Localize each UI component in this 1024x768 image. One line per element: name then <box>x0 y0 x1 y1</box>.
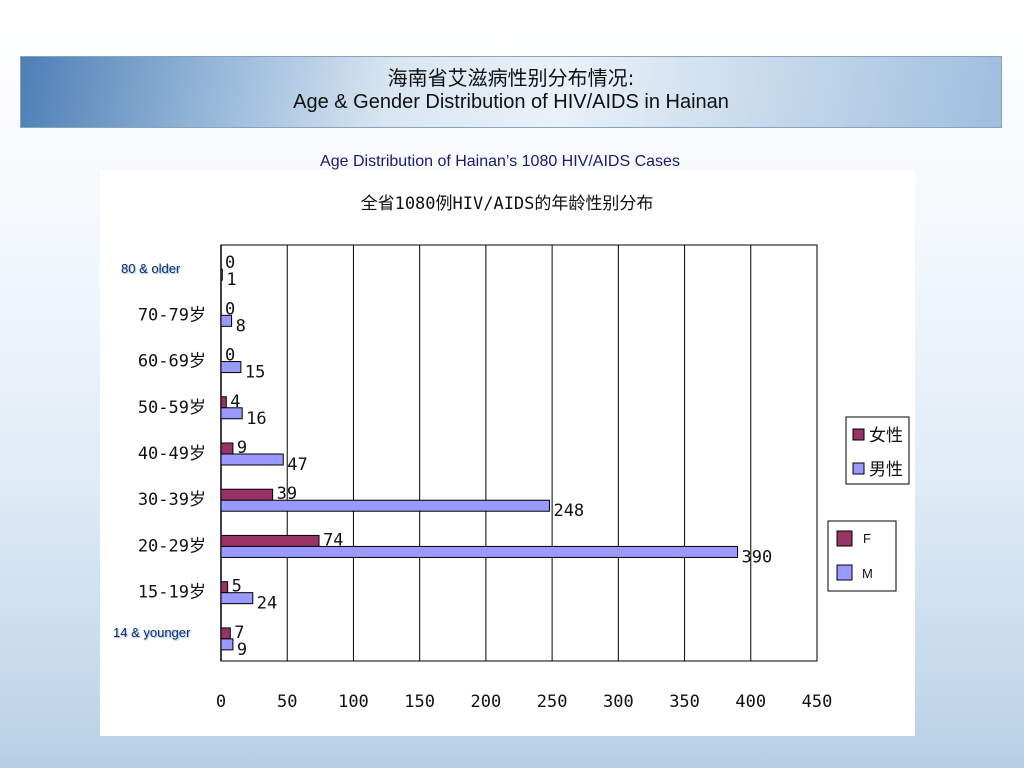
x-tick-label-50: 50 <box>277 692 297 712</box>
y-tick-label-5: 30-39岁 <box>138 490 206 510</box>
bar-male-4 <box>220 453 284 466</box>
bar-male-3 <box>220 407 243 420</box>
legend-en-swatch-f <box>836 530 853 547</box>
bar-male-0 <box>220 268 223 281</box>
data-label-female-5: 39 <box>277 484 297 504</box>
y-tick-label-2: 60-69岁 <box>138 352 206 372</box>
legend-cn-swatch-female <box>852 428 865 441</box>
data-label-female-6: 74 <box>323 530 343 550</box>
x-tick-label-100: 100 <box>338 692 369 712</box>
legend-en-swatch-m <box>836 564 853 581</box>
data-label-male-8: 9 <box>237 640 247 660</box>
data-label-female-2: 0 <box>225 346 235 366</box>
bar-male-6 <box>220 545 739 558</box>
x-tick-label-300: 300 <box>603 692 634 712</box>
data-label-male-2: 15 <box>245 363 265 383</box>
plot-frame <box>220 244 818 662</box>
bar-female-5 <box>220 488 274 501</box>
age-label-80-older: 80 & older <box>121 261 181 276</box>
bar-male-7 <box>220 592 254 605</box>
bar-female-8 <box>220 627 231 640</box>
chart-panel: 全省1080例HIV/AIDS的年龄性别分布 0 50 100 150 200 250 300… <box>100 170 915 736</box>
data-label-female-4: 9 <box>237 438 247 458</box>
chart-title: 全省1080例HIV/AIDS的年龄性别分布 <box>361 194 654 214</box>
y-tick-label-7: 15-19岁 <box>138 583 206 603</box>
x-tick-label-150: 150 <box>404 692 435 712</box>
data-label-male-3: 16 <box>246 409 266 429</box>
slide-subtitle: Age Distribution of Hainan’s 1080 HIV/AI… <box>320 153 680 170</box>
y-tick-label-4: 40-49岁 <box>138 444 206 464</box>
bar-female-7 <box>220 581 229 594</box>
bar-male-8 <box>220 638 234 651</box>
data-label-female-1: 0 <box>225 299 235 319</box>
bar-male-2 <box>220 361 242 374</box>
data-label-male-0: 1 <box>226 270 236 290</box>
data-label-male-1: 8 <box>236 316 246 336</box>
bar-male-5 <box>220 499 550 512</box>
legend-en-label-m: M <box>862 566 873 581</box>
x-tick-label-0: 0 <box>216 692 226 712</box>
legend-cn-swatch-male <box>852 462 865 475</box>
slide-header: 海南省艾滋病性别分布情况: Age & Gender Distribution … <box>20 56 1002 128</box>
data-label-female-7: 5 <box>232 577 242 597</box>
bar-female-6 <box>220 534 320 547</box>
data-label-male-5: 248 <box>553 501 584 521</box>
data-label-female-8: 7 <box>234 623 244 643</box>
legend-en-label-f: F <box>863 531 871 546</box>
y-tick-label-3: 50-59岁 <box>138 398 206 418</box>
data-label-male-4: 47 <box>287 455 307 475</box>
header-title-en: Age & Gender Distribution of HIV/AIDS in… <box>293 91 729 113</box>
x-tick-label-200: 200 <box>471 692 502 712</box>
data-label-female-3: 4 <box>230 392 240 412</box>
legend-cn-label-female: 女性 <box>869 426 903 446</box>
age-label-14-younger: 14 & younger <box>113 625 191 640</box>
data-label-male-6: 390 <box>742 547 773 567</box>
y-tick-label-1: 70-79岁 <box>138 305 206 325</box>
header-title-cn: 海南省艾滋病性别分布情况: <box>387 66 635 90</box>
bar-male-1 <box>220 314 233 327</box>
x-tick-label-450: 450 <box>802 692 833 712</box>
y-tick-label-6: 20-29岁 <box>138 536 206 556</box>
bar-female-4 <box>220 442 234 455</box>
x-tick-label-350: 350 <box>669 692 700 712</box>
x-tick-label-250: 250 <box>537 692 568 712</box>
data-label-male-7: 24 <box>257 594 277 614</box>
legend-cn-label-male: 男性 <box>869 460 903 480</box>
x-tick-label-400: 400 <box>735 692 766 712</box>
bar-female-3 <box>220 396 227 409</box>
data-label-female-0: 0 <box>225 253 235 273</box>
